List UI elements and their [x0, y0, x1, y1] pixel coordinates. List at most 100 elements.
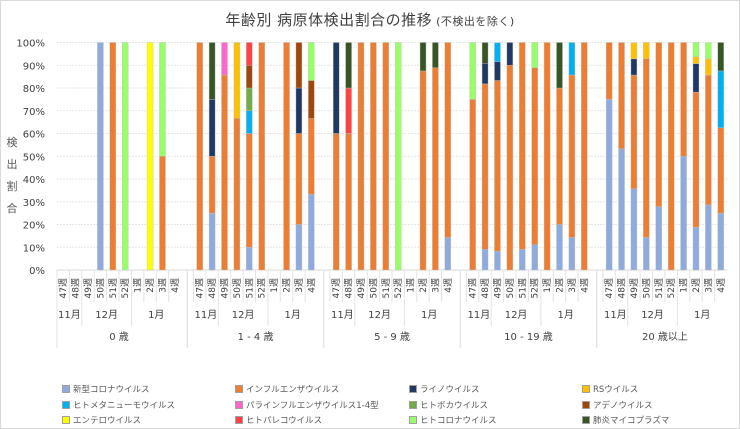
x-group-label: 0 歳: [109, 331, 129, 343]
x-tick-label-week: 49週: [629, 278, 640, 298]
bar-segment: [159, 156, 166, 271]
legend-item: 肺炎マイコプラズマ: [582, 414, 669, 426]
bar-segment: [519, 42, 526, 250]
y-axis-title-char: 出: [6, 158, 18, 171]
bar-segment: [332, 42, 340, 134]
bar-segment: [692, 63, 700, 93]
y-tick-label: 30%: [23, 198, 45, 209]
legend-label: インフルエンザウイルス: [246, 385, 340, 395]
bar-segment: [506, 65, 514, 271]
legend-swatch: [409, 385, 417, 393]
x-tick-label-week: 50週: [95, 278, 106, 298]
chart-subtitle: (不検出を除く): [436, 15, 515, 28]
y-tick-label: 80%: [23, 84, 45, 95]
x-month-label: 11月: [467, 309, 490, 321]
bar-segment: [568, 74, 576, 238]
bar-segment: [419, 70, 427, 271]
bar-segment: [531, 244, 538, 271]
bar-group: [605, 42, 724, 271]
x-month-label: 11月: [604, 309, 627, 321]
bar-segment: [419, 42, 427, 72]
bar-segment: [556, 42, 563, 89]
bar-segment: [605, 42, 613, 100]
x-tick-label-week: 48週: [207, 278, 218, 298]
y-tick-label: 90%: [23, 61, 45, 72]
chart-title: 年齢別 病原体検出割合の推移 (不検出を除く): [0, 9, 740, 30]
x-tick-label-week: 50週: [505, 278, 516, 298]
bar-segment: [208, 212, 216, 271]
bar-segment: [196, 42, 203, 271]
bar-segment: [494, 42, 501, 62]
bar-segment: [444, 42, 452, 238]
x-tick-label-week: 52週: [393, 278, 404, 298]
bars: [97, 42, 724, 271]
x-tick-label-week: 2週: [418, 278, 429, 293]
bar-segment: [494, 80, 501, 252]
bar-group: [97, 42, 166, 271]
x-tick-label-week: 48週: [71, 278, 82, 298]
legend-swatch: [235, 416, 243, 424]
bar-segment: [345, 42, 352, 89]
bar-segment: [605, 99, 613, 271]
legend-label: アデノウイルス: [593, 401, 653, 411]
legend-label: 肺炎マイコプラズマ: [593, 416, 670, 426]
bar-segment: [432, 67, 439, 271]
y-tick-label: 40%: [23, 175, 45, 186]
bar-segment: [345, 87, 352, 134]
bar-segment: [159, 42, 166, 157]
x-tick-label-week: 47週: [604, 278, 615, 298]
y-tick-label: 20%: [23, 221, 45, 232]
x-tick-label-week: 1週: [679, 278, 690, 293]
bar-segment: [680, 156, 687, 271]
bar-segment: [258, 42, 265, 271]
bar-group: [469, 42, 588, 271]
bar-segment: [233, 118, 241, 271]
x-tick-label-week: 1週: [542, 278, 553, 293]
x-tick-label-week: 49週: [492, 278, 503, 298]
x-tick-label-week: 52週: [530, 278, 541, 298]
bar-segment: [395, 42, 402, 271]
bar-segment: [308, 80, 315, 119]
bar-segment: [481, 42, 489, 64]
legend-swatch: [409, 416, 417, 424]
legend-swatch: [62, 401, 70, 409]
x-tick-label-week: 52週: [666, 278, 677, 298]
y-tick-label: 10%: [23, 243, 45, 254]
bar-group: [196, 42, 315, 271]
y-tick-label: 60%: [23, 130, 45, 141]
bar-segment: [618, 148, 625, 271]
x-tick-label-week: 2週: [145, 278, 156, 293]
bar-segment: [667, 42, 675, 271]
bar-segment: [531, 42, 538, 68]
bar-segment: [432, 42, 439, 68]
x-month-label: 1月: [558, 309, 574, 321]
y-axis-title-char: 割: [6, 180, 18, 193]
legend-label: ヒトパレコウイルス: [246, 416, 323, 426]
bar-segment: [692, 56, 700, 64]
bar-segment: [630, 42, 638, 60]
bar-segment: [531, 67, 538, 245]
legend-swatch: [235, 401, 243, 409]
x-tick-label-week: 47週: [468, 278, 479, 298]
bar-segment: [481, 249, 489, 271]
legend-item: 新型コロナウイルス: [62, 383, 150, 395]
x-tick-label-week: 51週: [381, 278, 392, 298]
x-tick-label-week: 3週: [157, 278, 168, 293]
bar-segment: [469, 42, 476, 100]
bar-segment: [332, 133, 340, 271]
bar-segment: [692, 227, 700, 271]
bar-segment: [246, 87, 253, 111]
gridlines: [57, 42, 727, 271]
legend-item: アデノウイルス: [582, 399, 653, 411]
x-month-label: 1月: [148, 309, 164, 321]
bar-segment: [705, 58, 712, 76]
bar-segment: [308, 42, 315, 81]
bar-segment: [295, 42, 303, 89]
bar-segment: [481, 63, 489, 85]
x-tick-label-week: 49週: [220, 278, 231, 298]
y-axis-title-char: 合: [6, 202, 18, 215]
bar-segment: [630, 58, 638, 76]
bar-segment: [208, 156, 216, 214]
x-month-label: 11月: [58, 309, 81, 321]
legend-swatch: [582, 385, 590, 393]
